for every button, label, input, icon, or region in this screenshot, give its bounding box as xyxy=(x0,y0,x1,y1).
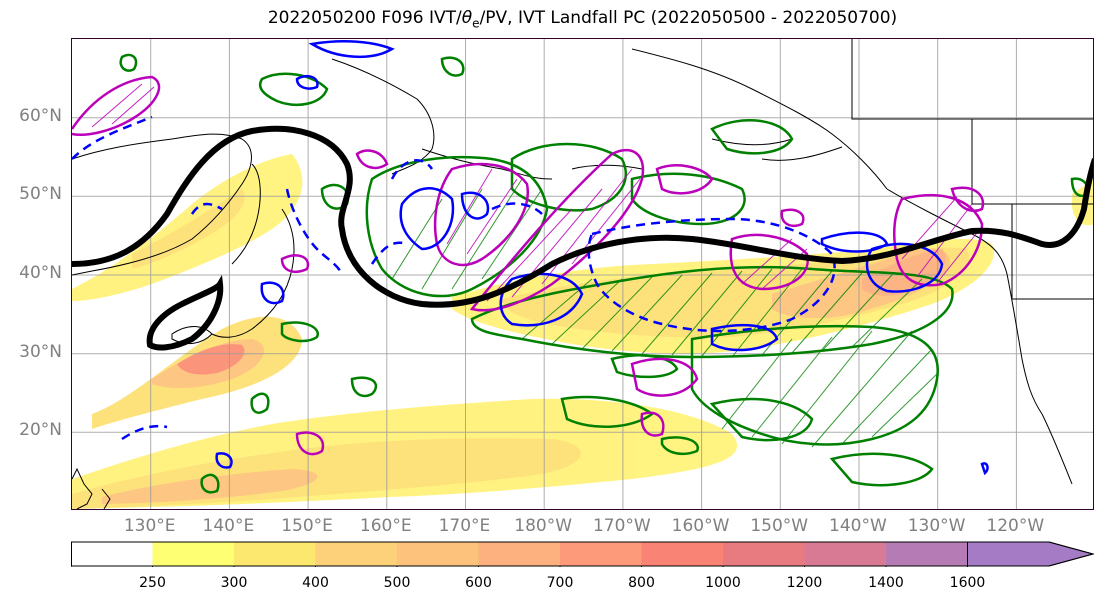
colorbar-segment xyxy=(234,542,316,566)
colorbar-segment xyxy=(478,542,561,566)
colorbar-level-label: 1000 xyxy=(705,575,741,591)
longitude-label: 170°W xyxy=(592,516,651,536)
longitude-label: 180°W xyxy=(514,516,573,536)
colorbar-segment xyxy=(886,542,968,566)
colorbar-segment xyxy=(397,542,479,566)
latitude-label: 50°N xyxy=(19,184,62,205)
colorbar-segment xyxy=(641,542,724,566)
colorbar-level-label: 400 xyxy=(302,575,329,591)
longitude-label: 150°W xyxy=(750,516,809,536)
colorbar-level-label: 1200 xyxy=(786,575,823,591)
longitude-label: 150°E xyxy=(281,516,333,536)
longitude-label: 130°W xyxy=(907,516,966,536)
theta-pv-dashed-contours xyxy=(72,115,836,441)
colorbar-segment xyxy=(804,542,887,566)
ivt-landfall-contour xyxy=(72,125,1093,351)
colorbar-outline xyxy=(71,541,1095,567)
colorbar-segment xyxy=(152,542,235,566)
colorbar-level-label: 600 xyxy=(465,575,492,591)
colorbar-level-label: 250 xyxy=(139,575,166,591)
latitude-label: 20°N xyxy=(19,420,62,441)
colorbar-segment xyxy=(71,542,153,566)
colorbar-segment xyxy=(315,542,398,566)
colorbar-level-label: 1600 xyxy=(949,575,986,591)
ivt-shading xyxy=(72,154,1093,509)
longitude-label: 160°W xyxy=(671,516,730,536)
coastlines xyxy=(72,39,1093,509)
colorbar-gradient xyxy=(70,541,1095,567)
colorbar-segment xyxy=(967,541,1095,567)
longitude-label: 170°E xyxy=(438,516,491,536)
longitude-label: 120°W xyxy=(986,516,1045,536)
map-title: 2022050200 F096 IVT/θe/PV, IVT Landfall … xyxy=(267,8,898,31)
colorbar-level-label: 300 xyxy=(220,575,248,591)
map-canvas xyxy=(72,39,1093,509)
longitude-label: 130°E xyxy=(123,516,176,536)
longitude-label: 160°E xyxy=(359,516,412,536)
latitude-label: 60°N xyxy=(19,105,62,126)
latitude-label: 30°N xyxy=(19,341,62,362)
colorbar-level-label: 800 xyxy=(628,575,655,591)
colorbar-segment xyxy=(723,542,805,566)
colorbar-level-label: 1400 xyxy=(868,575,904,591)
map-panel xyxy=(71,38,1094,510)
colorbar-level-label: 500 xyxy=(383,575,411,591)
pv-contours xyxy=(72,75,985,456)
longitude-label: 140°E xyxy=(202,516,255,536)
longitude-label: 140°W xyxy=(829,516,887,536)
pc-contours xyxy=(119,53,1089,494)
colorbar-segment xyxy=(560,542,642,566)
theta-pv-contours xyxy=(215,40,989,476)
colorbar-level-label: 700 xyxy=(546,575,574,591)
latitude-label: 40°N xyxy=(19,263,62,283)
ivt-colorbar xyxy=(70,541,1095,567)
